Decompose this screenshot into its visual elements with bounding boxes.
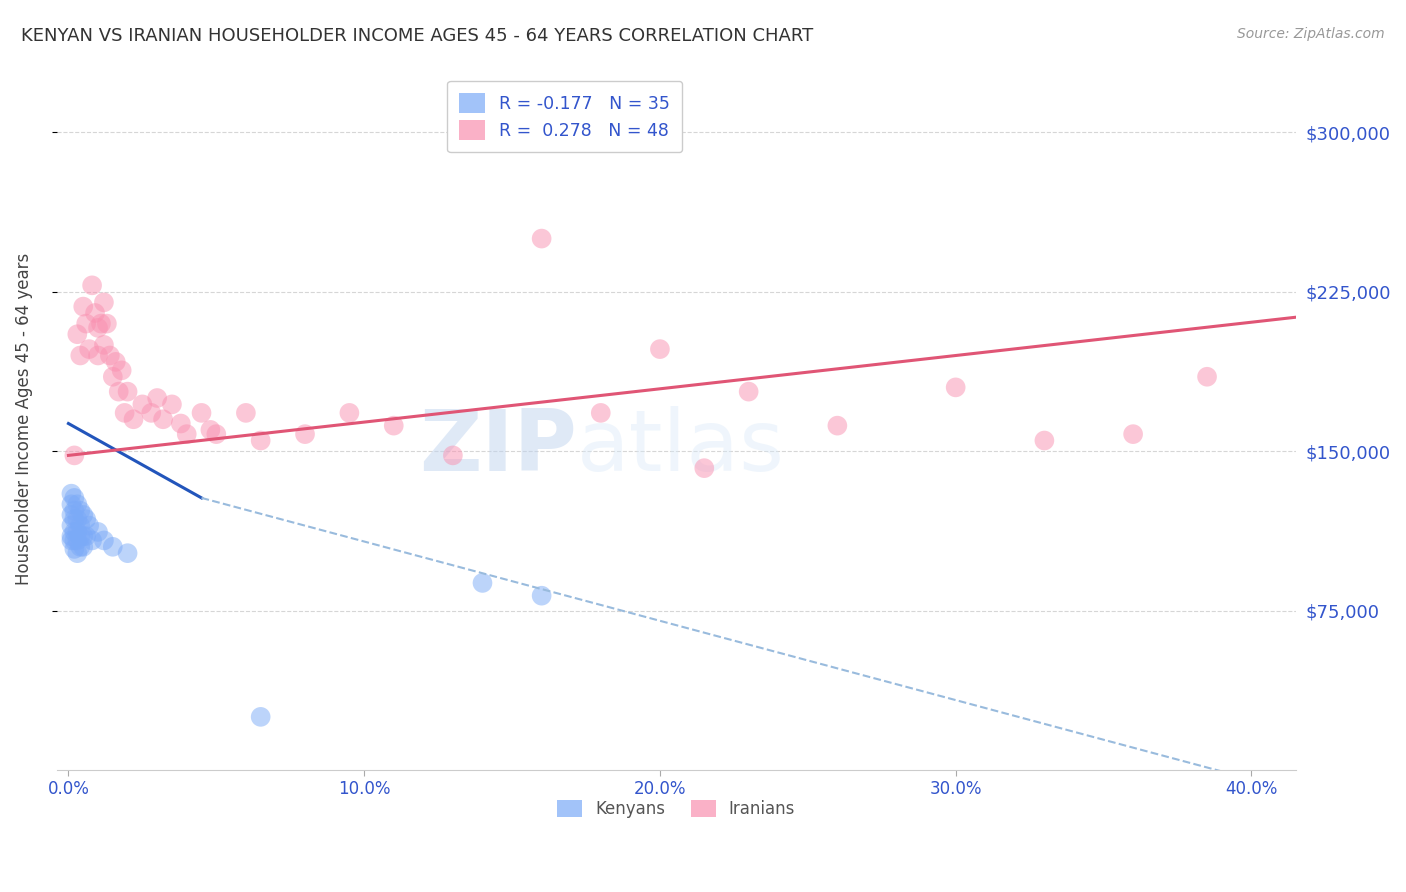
Point [235,406,257,420]
Text: atlas: atlas [576,406,785,489]
Point [96,317,118,331]
Point [93,338,115,352]
Point [589,406,612,420]
Point [205,427,228,442]
Point [60,518,83,533]
Point [87,524,110,539]
Point [72,529,94,543]
Point [66,524,89,539]
Point [63,533,86,548]
Point [93,295,115,310]
Point [117,384,139,399]
Point [82,533,104,548]
Point [60,529,83,543]
Point [87,349,110,363]
Point [111,363,134,377]
Point [152,412,174,426]
Point [75,317,97,331]
Point [63,503,86,517]
Point [648,342,671,356]
Point [82,278,104,293]
Point [90,317,112,331]
Point [1033,434,1056,448]
Point [77,342,100,356]
Point [72,300,94,314]
Y-axis label: Householder Income Ages 45 - 64 years: Householder Income Ages 45 - 64 years [15,253,32,585]
Point [66,546,89,560]
Point [60,486,83,500]
Point [122,412,145,426]
Point [1122,427,1144,442]
Point [66,327,89,342]
Point [176,427,198,442]
Point [382,418,405,433]
Text: Source: ZipAtlas.com: Source: ZipAtlas.com [1237,27,1385,41]
Point [93,533,115,548]
Point [146,391,169,405]
Point [69,503,91,517]
Point [693,461,716,475]
Point [441,449,464,463]
Point [117,546,139,560]
Point [63,449,86,463]
Point [294,427,316,442]
Point [66,497,89,511]
Legend: Kenyans, Iranians: Kenyans, Iranians [551,793,801,825]
Point [945,380,967,394]
Point [66,512,89,526]
Point [63,491,86,505]
Point [471,576,494,591]
Point [530,231,553,245]
Point [1197,369,1219,384]
Point [66,533,89,548]
Point [131,397,153,411]
Text: KENYAN VS IRANIAN HOUSEHOLDER INCOME AGES 45 - 64 YEARS CORRELATION CHART: KENYAN VS IRANIAN HOUSEHOLDER INCOME AGE… [21,27,813,45]
Point [69,529,91,543]
Point [98,349,121,363]
Point [141,406,163,420]
Point [75,529,97,543]
Point [77,518,100,533]
Point [60,497,83,511]
Point [75,512,97,526]
Point [63,524,86,539]
Point [200,423,222,437]
Point [190,406,212,420]
Point [170,417,193,431]
Point [60,508,83,522]
Point [63,512,86,526]
Point [101,540,124,554]
Text: ZIP: ZIP [419,406,576,489]
Point [63,541,86,556]
Point [69,518,91,533]
Point [60,533,83,548]
Point [530,589,553,603]
Point [107,384,129,399]
Point [249,434,271,448]
Point [104,355,127,369]
Point [87,321,110,335]
Point [339,406,361,420]
Point [101,369,124,384]
Point [114,406,136,420]
Point [69,349,91,363]
Point [160,397,183,411]
Point [827,418,849,433]
Point [84,306,107,320]
Point [69,540,91,554]
Point [249,710,271,724]
Point [737,384,759,399]
Point [72,540,94,554]
Point [72,508,94,522]
